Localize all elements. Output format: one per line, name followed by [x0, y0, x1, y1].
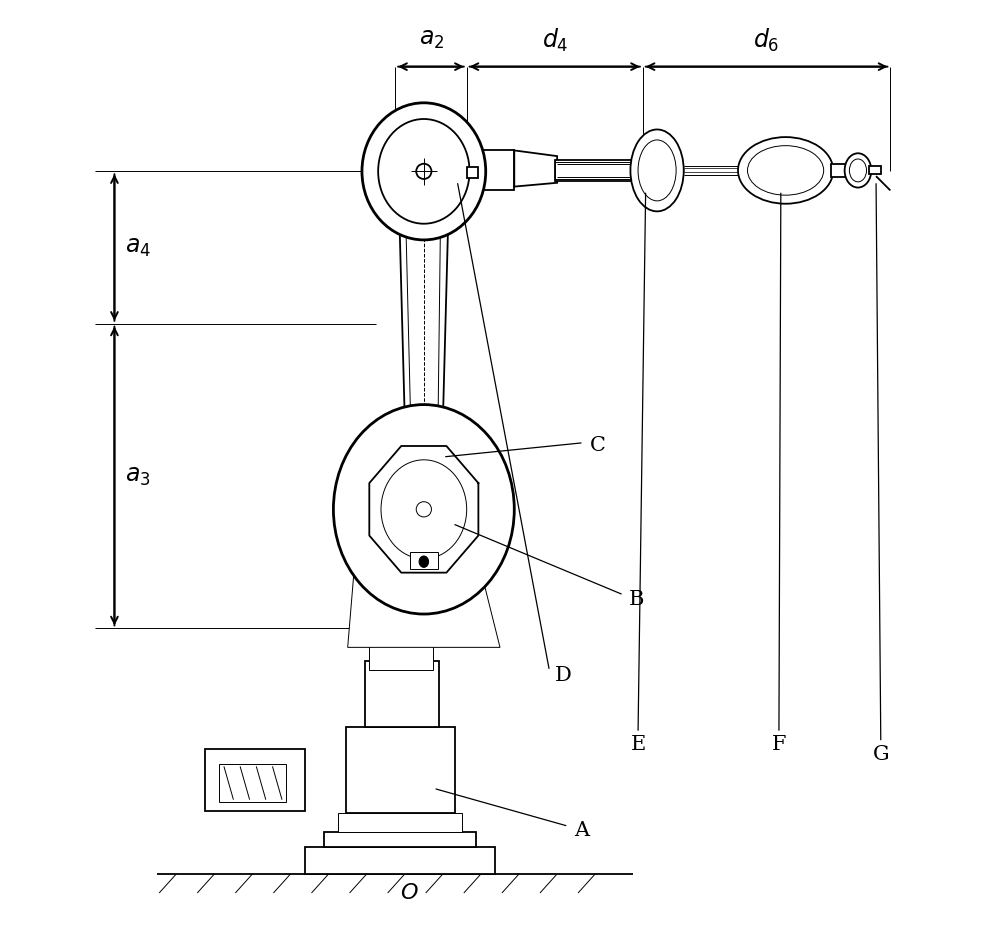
Text: E: E — [630, 735, 646, 754]
Polygon shape — [514, 150, 557, 187]
Bar — [869, 166, 881, 174]
Ellipse shape — [748, 146, 824, 195]
Ellipse shape — [630, 129, 684, 211]
Ellipse shape — [419, 556, 429, 567]
Bar — [365, 661, 439, 727]
Bar — [410, 552, 438, 569]
Bar — [219, 764, 286, 802]
Text: $a_3$: $a_3$ — [125, 465, 151, 487]
Bar — [831, 164, 848, 177]
Text: A: A — [574, 821, 589, 840]
Bar — [467, 167, 478, 178]
Text: $d_4$: $d_4$ — [542, 27, 568, 53]
Text: D: D — [555, 666, 572, 685]
Text: G: G — [872, 745, 889, 764]
Bar — [386, 138, 462, 190]
Ellipse shape — [381, 460, 467, 559]
Bar — [439, 129, 458, 143]
Text: $d_6$: $d_6$ — [753, 27, 780, 53]
Ellipse shape — [738, 137, 833, 204]
Text: B: B — [629, 590, 644, 609]
Ellipse shape — [333, 405, 514, 614]
Bar — [462, 150, 514, 190]
Ellipse shape — [638, 140, 676, 201]
Text: $O$: $O$ — [400, 882, 419, 904]
Text: F: F — [772, 735, 786, 754]
Bar — [324, 832, 476, 847]
Ellipse shape — [416, 164, 431, 179]
Bar — [305, 847, 495, 874]
Ellipse shape — [378, 119, 470, 224]
Ellipse shape — [845, 153, 871, 188]
Bar — [555, 162, 636, 179]
Text: C: C — [589, 436, 605, 455]
Ellipse shape — [849, 159, 867, 182]
Bar — [555, 160, 636, 181]
Text: $a_2$: $a_2$ — [419, 29, 444, 51]
Ellipse shape — [416, 502, 431, 517]
Text: $a_4$: $a_4$ — [125, 236, 151, 259]
Polygon shape — [348, 533, 500, 647]
Ellipse shape — [362, 103, 486, 240]
Bar — [205, 749, 305, 811]
Bar — [388, 129, 407, 143]
Bar — [346, 727, 455, 813]
Bar — [338, 813, 462, 832]
Bar — [369, 646, 433, 670]
